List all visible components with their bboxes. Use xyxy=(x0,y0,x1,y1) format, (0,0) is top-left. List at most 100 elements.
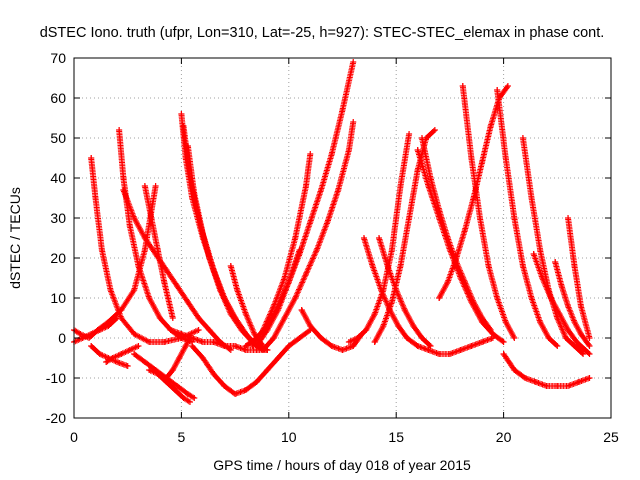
series-arc xyxy=(552,259,593,349)
data-point xyxy=(313,247,320,253)
data-point xyxy=(182,343,189,349)
data-point xyxy=(154,371,161,377)
data-point xyxy=(397,263,404,269)
data-point xyxy=(285,343,292,349)
data-point xyxy=(502,155,509,161)
data-point xyxy=(425,347,432,353)
data-point xyxy=(189,335,196,341)
data-point xyxy=(148,215,155,221)
data-point xyxy=(371,311,378,317)
data-point xyxy=(489,331,496,337)
data-point xyxy=(242,343,249,349)
series-arc xyxy=(184,143,271,353)
data-point xyxy=(120,187,127,193)
data-point xyxy=(571,343,578,349)
y-tick-label: 60 xyxy=(50,90,66,106)
series-arc xyxy=(459,83,518,341)
data-point xyxy=(479,339,486,345)
data-point xyxy=(141,359,148,365)
data-point xyxy=(494,87,501,93)
y-tick-label: 30 xyxy=(50,210,66,226)
data-point xyxy=(189,343,196,349)
data-point xyxy=(393,287,400,293)
data-point xyxy=(116,127,123,133)
series-arc xyxy=(530,251,593,357)
data-point xyxy=(457,275,464,281)
y-axis-label: dSTEC / TECUs xyxy=(7,187,23,289)
data-point xyxy=(275,355,282,361)
data-point xyxy=(410,323,417,329)
data-point xyxy=(350,119,357,125)
data-point xyxy=(565,215,572,221)
data-point xyxy=(436,215,443,221)
data-point xyxy=(135,343,142,349)
data-point xyxy=(388,247,395,253)
data-point xyxy=(403,335,410,341)
y-tick-label: 10 xyxy=(50,290,66,306)
data-point xyxy=(113,359,120,365)
data-point xyxy=(302,183,309,189)
data-point xyxy=(425,183,432,189)
data-point xyxy=(363,327,370,333)
data-point xyxy=(163,375,170,381)
data-point xyxy=(253,343,260,349)
data-point xyxy=(461,227,468,233)
data-point xyxy=(485,263,492,269)
plot-frame xyxy=(73,57,612,419)
data-point xyxy=(176,355,183,361)
x-tick-label: 0 xyxy=(70,429,78,445)
data-point xyxy=(586,343,593,349)
x-axis-label: GPS time / hours of day 018 of year 2015 xyxy=(213,457,471,473)
data-point xyxy=(468,155,475,161)
data-point xyxy=(98,247,105,253)
data-point xyxy=(103,359,110,365)
data-point xyxy=(371,339,378,345)
series-arc xyxy=(565,215,593,341)
data-point xyxy=(206,327,213,333)
data-point xyxy=(270,335,277,341)
series-arc xyxy=(345,131,413,345)
data-point xyxy=(571,319,578,325)
data-point xyxy=(221,295,228,301)
data-point xyxy=(459,83,466,89)
data-point xyxy=(494,295,501,301)
series-arc xyxy=(141,183,176,321)
data-point xyxy=(414,167,421,173)
data-point xyxy=(318,187,325,193)
data-point xyxy=(328,151,335,157)
data-point xyxy=(345,339,352,345)
data-point xyxy=(350,343,357,349)
data-point xyxy=(126,223,133,229)
data-point xyxy=(141,235,148,241)
data-point xyxy=(360,235,367,241)
data-point xyxy=(232,391,239,397)
data-point xyxy=(180,123,187,129)
series-arc xyxy=(360,235,496,357)
data-point xyxy=(253,379,260,385)
data-point xyxy=(191,191,198,197)
data-point xyxy=(242,311,249,317)
data-point xyxy=(582,347,589,353)
data-point xyxy=(131,351,138,357)
data-point xyxy=(88,331,95,337)
y-tick-label: -10 xyxy=(46,370,66,386)
data-point xyxy=(457,347,464,353)
data-point xyxy=(388,299,395,305)
data-point xyxy=(281,275,288,281)
data-point xyxy=(354,335,361,341)
data-point xyxy=(174,283,181,289)
data-point xyxy=(556,311,563,317)
data-point xyxy=(178,111,185,117)
data-point xyxy=(532,379,539,385)
data-point xyxy=(378,287,385,293)
series-arc xyxy=(500,351,593,389)
data-point xyxy=(324,219,331,225)
y-tick-label: -20 xyxy=(46,410,66,426)
data-point xyxy=(580,351,587,357)
data-point xyxy=(502,319,509,325)
data-point xyxy=(199,339,206,345)
data-point xyxy=(242,331,249,337)
data-point xyxy=(339,347,346,353)
data-point xyxy=(96,327,103,333)
data-point xyxy=(285,279,292,285)
